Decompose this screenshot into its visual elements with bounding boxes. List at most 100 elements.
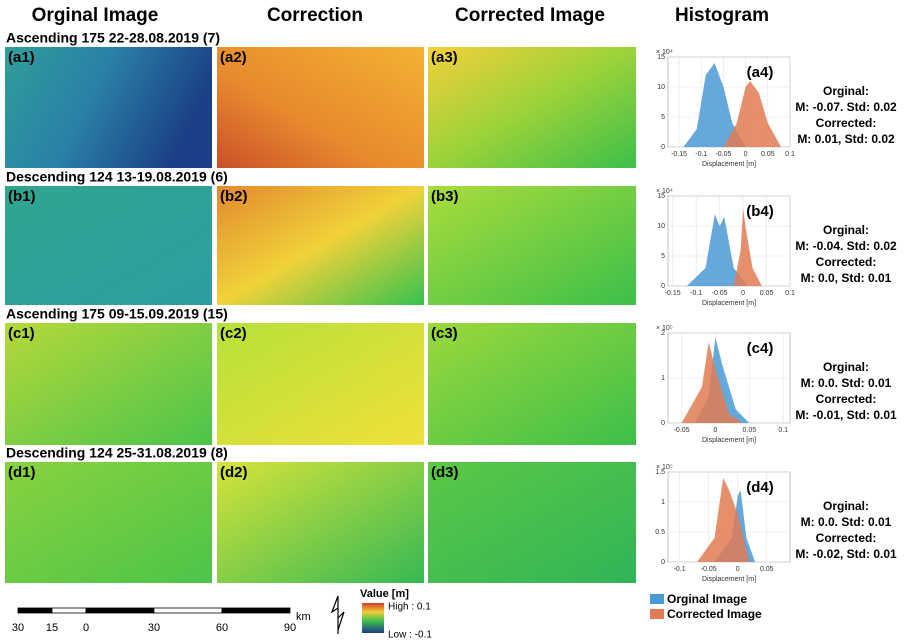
scale-label: 0 <box>83 622 89 634</box>
stats-text: M: 0.01, Std: 0.02 <box>797 132 895 146</box>
x-tick-label: 0.1 <box>785 151 795 158</box>
stats-text: M: -0.04. Std: 0.02 <box>795 239 897 253</box>
y-tick-label: 5 <box>661 253 665 260</box>
y-tick-label: 0.5 <box>655 529 665 536</box>
panel-label: (c1) <box>8 325 35 342</box>
scale-segment <box>17 607 53 614</box>
x-axis-label: Displacement [m] <box>702 300 756 307</box>
scale-segment <box>221 607 291 614</box>
histogram-area <box>697 478 750 562</box>
x-tick-label: 0.05 <box>743 427 757 434</box>
map-image <box>217 462 424 583</box>
scale-segment <box>153 607 223 614</box>
panel-label: (a1) <box>8 49 35 66</box>
y-tick-label: 10 <box>657 223 665 230</box>
stats-text: M: 0.0. Std: 0.01 <box>801 376 892 390</box>
x-tick-label: 0 <box>713 427 717 434</box>
panel-label: (b2) <box>220 188 248 205</box>
row-title: Descending 124 25-31.08.2019 (8) <box>6 445 228 461</box>
y-tick-label: 0 <box>661 559 665 566</box>
scale-segment <box>85 607 155 614</box>
y-tick-label: 1.5 <box>655 469 665 476</box>
x-tick-label: 0 <box>736 566 740 573</box>
x-axis-label: Displacement [m] <box>702 161 756 168</box>
row-title: Ascending 175 22-28.08.2019 (7) <box>6 30 220 46</box>
map-image <box>5 47 212 168</box>
north-arrow <box>330 595 345 634</box>
x-tick-label: 0.1 <box>785 290 795 297</box>
y-tick-label: 5 <box>661 114 665 121</box>
x-tick-label: -0.05 <box>674 427 690 434</box>
y-tick-label: 10 <box>657 84 665 91</box>
x-tick-label: 0 <box>741 290 745 297</box>
scale-label: 15 <box>46 622 58 634</box>
stats-text: Corrected: <box>816 392 877 406</box>
stats-text: M: -0.02, Std: 0.01 <box>795 547 897 561</box>
x-tick-label: -0.05 <box>712 290 728 297</box>
scale-label: 30 <box>12 622 24 634</box>
stats-text: M: 0.0. Std: 0.01 <box>801 515 892 529</box>
panel-label: (c4) <box>747 340 774 357</box>
map-image <box>217 186 424 305</box>
x-tick-label: 0.05 <box>760 290 774 297</box>
histogram-area <box>723 81 782 147</box>
y-tick-label: 2 <box>661 330 665 337</box>
panel-label: (b3) <box>431 188 459 205</box>
x-axis-label: Displacement [m] <box>702 576 756 583</box>
y-scale-label: × 10⁴ <box>656 49 673 56</box>
color-ramp <box>362 603 384 633</box>
stats-text: M: -0.07. Std: 0.02 <box>795 100 897 114</box>
stats-text: Orginal: <box>823 499 869 513</box>
x-tick-label: -0.15 <box>671 151 687 158</box>
stats-text: M: -0.01, Std: 0.01 <box>795 408 897 422</box>
scale-segment <box>51 607 87 614</box>
y-tick-label: 0 <box>661 144 665 151</box>
map-image <box>428 186 636 305</box>
y-tick-label: 15 <box>657 193 665 200</box>
histogram-area <box>686 214 748 286</box>
row-title: Ascending 175 09-15.09.2019 (15) <box>6 306 228 322</box>
stats-text: Orginal: <box>823 223 869 237</box>
map-image <box>217 47 424 168</box>
color-legend-low: Low : -0.1 <box>388 630 432 641</box>
legend-entry: Orginal Image <box>667 592 747 606</box>
y-scale-label: × 10⁴ <box>656 188 673 195</box>
map-image <box>5 462 212 583</box>
scale-label: 30 <box>148 622 160 634</box>
x-tick-label: -0.1 <box>674 566 686 573</box>
map-image <box>5 323 212 445</box>
panel-label: (c2) <box>220 325 247 342</box>
column-header: Orginal Image <box>32 5 159 26</box>
x-tick-label: 0 <box>744 151 748 158</box>
y-tick-label: 0 <box>661 283 665 290</box>
panel-label: (c3) <box>431 325 458 342</box>
scale-label: 90 <box>284 622 296 634</box>
panel-label: (b4) <box>746 203 774 220</box>
color-legend-high: High : 0.1 <box>388 602 431 613</box>
column-header: Histogram <box>675 5 769 26</box>
histogram-area <box>733 208 762 286</box>
stats-text: Corrected: <box>816 116 877 130</box>
histogram-area <box>683 63 746 147</box>
y-tick-label: 1 <box>661 499 665 506</box>
map-image <box>428 323 636 445</box>
map-image <box>428 462 636 583</box>
x-tick-label: -0.1 <box>690 290 702 297</box>
stats-text: Corrected: <box>816 255 877 269</box>
legend-swatch <box>650 594 664 604</box>
x-tick-label: -0.05 <box>715 151 731 158</box>
x-tick-label: 0.05 <box>761 151 775 158</box>
row-title: Descending 124 13-19.08.2019 (6) <box>6 169 228 185</box>
stats-text: Orginal: <box>823 84 869 98</box>
y-scale-label: × 10⁵ <box>656 325 673 332</box>
stats-text: M: 0.0, Std: 0.01 <box>801 271 892 285</box>
panel-label: (a3) <box>431 49 458 66</box>
legend-entry: Corrected Image <box>667 607 762 621</box>
panel-label: (d3) <box>431 464 459 481</box>
color-legend-title: Value [m] <box>360 588 409 600</box>
column-header: Correction <box>267 5 363 26</box>
legend-swatch <box>650 609 664 619</box>
panel-label: (d4) <box>746 479 774 496</box>
scale-unit: km <box>296 611 311 623</box>
panel-label: (d2) <box>220 464 248 481</box>
